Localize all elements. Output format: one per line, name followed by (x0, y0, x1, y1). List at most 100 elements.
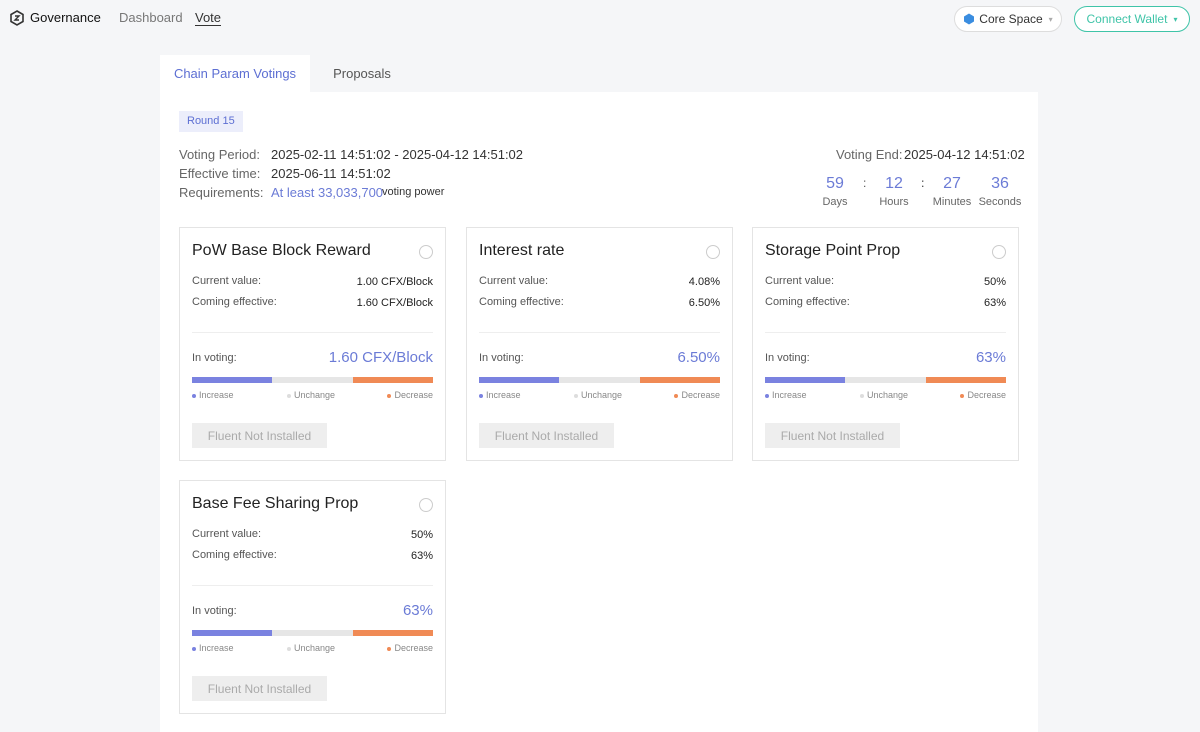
legend-label: Increase (199, 390, 234, 400)
legend-item: Decrease (674, 390, 720, 400)
coming-value: 1.60 CFX/Block (356, 297, 433, 309)
vote-button[interactable]: Fluent Not Installed (192, 676, 327, 701)
requirement-suffix: voting power (382, 186, 445, 198)
radio[interactable] (992, 245, 1006, 259)
network-name: Core Space (979, 12, 1043, 26)
label: Current value: (192, 275, 262, 287)
label: In voting: (765, 352, 810, 364)
vote-button[interactable]: Fluent Not Installed (192, 423, 327, 448)
card-title: Storage Point Prop (765, 242, 901, 259)
period: 2025-02-11 14:51:02 - 2025-04-12 14:51:0… (271, 147, 524, 162)
connect-wallet[interactable]: Connect Wallet ▾ (1074, 6, 1190, 32)
card-title: Base Fee Sharing Prop (192, 495, 359, 512)
label: Current value: (192, 528, 262, 540)
legend-item: Increase (479, 390, 521, 400)
countdown-separator: : (921, 176, 925, 190)
divider (765, 332, 1006, 333)
countdown-unit: Seconds (978, 196, 1022, 208)
vote-segment (352, 377, 433, 383)
current-value: 1.00 CFX/Block (356, 276, 433, 288)
countdown-unit: Minutes (932, 196, 972, 208)
label: In voting: (192, 605, 237, 617)
requirement-link[interactable]: At least 33,033,700 (271, 185, 384, 200)
label: Coming effective: (765, 296, 850, 308)
legend-item: Decrease (960, 390, 1006, 400)
countdown-value: 27 (943, 175, 961, 192)
divider (192, 332, 433, 333)
legend-label: Decrease (394, 390, 433, 400)
radio[interactable] (419, 245, 433, 259)
legend-label: Decrease (681, 390, 720, 400)
param-card: Interest rate Current value: 4.08% Coming e… (466, 227, 733, 461)
label: Coming effective: (192, 296, 277, 308)
vote-segment (639, 377, 720, 383)
vote-segment (845, 377, 926, 383)
legend-label: Unchange (294, 643, 336, 653)
network-select[interactable]: Core Space ▾ (954, 6, 1062, 32)
param-card: PoW Base Block Reward Current value: 1.00 … (179, 227, 446, 461)
legend-item: Unchange (574, 390, 622, 400)
legend-item: Increase (765, 390, 807, 400)
countdown-unit: Hours (879, 196, 909, 208)
param-card: Base Fee Sharing Prop Current value: 50% Co… (179, 480, 446, 714)
effective-time: 2025-06-11 14:51:02 (271, 166, 391, 181)
vote-button[interactable]: Fluent Not Installed (479, 423, 614, 448)
legend-item: Unchange (860, 390, 908, 400)
legend-item: Decrease (387, 390, 433, 400)
current-value: 50% (983, 276, 1006, 288)
vote-segment (765, 377, 846, 383)
vote-segment (192, 630, 273, 636)
coming-value: 6.50% (688, 297, 720, 309)
legend-item: Unchange (287, 643, 335, 653)
tab[interactable]: Proposals (333, 66, 391, 81)
voting-value: 63% (402, 602, 433, 619)
label: In voting: (192, 352, 237, 364)
nav-link[interactable]: Vote (195, 10, 222, 26)
brand: Governance (30, 10, 101, 25)
vote-segment (192, 377, 273, 383)
radio[interactable] (419, 498, 433, 512)
legend-label: Unchange (294, 390, 336, 400)
vote-bar (192, 377, 433, 383)
countdown-separator: : (863, 176, 867, 190)
countdown-value: 59 (826, 175, 844, 192)
legend-label: Increase (199, 643, 234, 653)
label: In voting: (479, 352, 524, 364)
label: Coming effective: (479, 296, 564, 308)
vote-segment (925, 377, 1006, 383)
label: Current value: (479, 275, 549, 287)
vote-segment (272, 630, 353, 636)
label: Voting End: (836, 147, 903, 162)
legend-item: Increase (192, 390, 234, 400)
current-value: 50% (410, 529, 433, 541)
countdown-unit: Days (822, 196, 848, 208)
countdown-value: 36 (991, 175, 1009, 192)
label: Requirements: (179, 185, 264, 200)
vote-button[interactable]: Fluent Not Installed (765, 423, 900, 448)
vote-segment (559, 377, 640, 383)
voting-end: 2025-04-12 14:51:02 (904, 147, 1025, 162)
param-card: Storage Point Prop Current value: 50% Comin… (752, 227, 1019, 461)
tab[interactable]: Chain Param Votings (160, 55, 310, 92)
vote-bar (192, 630, 433, 636)
label: Coming effective: (192, 549, 277, 561)
divider (479, 332, 720, 333)
vote-bar (479, 377, 720, 383)
countdown-separator: : (921, 176, 925, 190)
legend-label: Increase (772, 390, 807, 400)
coming-value: 63% (983, 297, 1006, 309)
logo (10, 10, 24, 26)
legend-label: Unchange (581, 390, 623, 400)
current-value: 4.08% (688, 276, 720, 288)
vote-bar (765, 377, 1006, 383)
radio[interactable] (706, 245, 720, 259)
legend-item: Increase (192, 643, 234, 653)
label: Voting Period: (179, 147, 260, 162)
card-title: Interest rate (479, 242, 565, 259)
nav-link[interactable]: Dashboard (119, 10, 183, 25)
legend-item: Unchange (287, 390, 335, 400)
nav-bar: Governance Dashboard Vote Core Space ▾ Co… (0, 0, 1200, 36)
round-badge: Round 15 (179, 111, 243, 132)
vote-segment (272, 377, 353, 383)
